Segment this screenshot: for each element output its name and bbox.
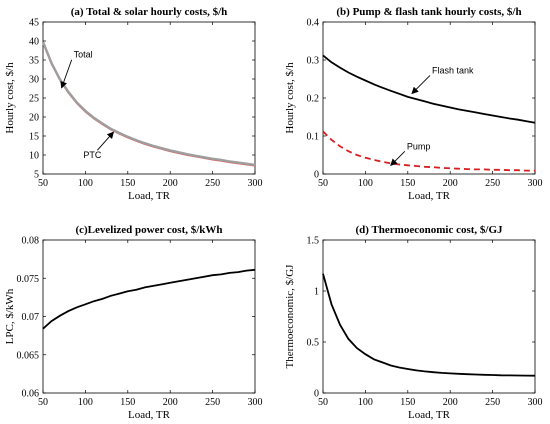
y-tick-label: 0.1 (307, 132, 320, 143)
chart-d: (d) Thermoeconomic cost, $/GJ 50 100 150 200… (284, 224, 543, 421)
y-tick-label: 45 (29, 18, 39, 29)
x-tick-label: 300 (528, 178, 543, 189)
series-line (42, 268, 256, 330)
x-tick-label: 50 (38, 397, 48, 408)
plot-frame (42, 21, 256, 175)
x-tick-label: 250 (485, 178, 500, 189)
x-axis-label: Load, TR (128, 190, 171, 202)
annotation-arrow (60, 59, 73, 89)
y-tick-label: 30 (29, 75, 39, 86)
y-tick-label: 0.06 (22, 389, 40, 400)
y-tick-label: 1.5 (307, 236, 320, 247)
chart-title: (d) Thermoeconomic cost, $/GJ (355, 224, 503, 236)
y-tick-label: 35 (29, 56, 39, 67)
annotation-arrow (97, 131, 115, 151)
x-tick-label: 100 (358, 397, 373, 408)
y-tick-label: 15 (29, 132, 39, 143)
y-axis-label: Hourly cost, $/h (284, 62, 296, 134)
x-tick-label: 200 (443, 397, 458, 408)
y-tick-label: 0.065 (17, 350, 40, 361)
y-tick-label: 40 (29, 37, 39, 48)
x-tick-label: 250 (205, 397, 220, 408)
y-tick-label: 0.075 (17, 274, 40, 285)
y-tick-label: 0.08 (22, 236, 40, 247)
series-line-ptc (42, 42, 256, 167)
x-tick-label: 50 (38, 178, 48, 189)
y-tick-label: 20 (29, 113, 39, 124)
y-tick-label: 10 (29, 151, 39, 162)
x-tick-label: 200 (163, 178, 178, 189)
x-tick-label: 300 (248, 397, 263, 408)
x-tick-label: 300 (528, 397, 543, 408)
y-axis-label: Hourly cost, $/h (4, 62, 16, 134)
x-tick-label: 250 (485, 397, 500, 408)
x-tick-label: 50 (318, 178, 328, 189)
annotation-arrow (390, 150, 406, 166)
chart-a: (a) Total & solar hourly costs, $/h 50 100… (4, 6, 263, 202)
y-axis-label: Thermoeconomic, $/GJ (284, 264, 296, 369)
x-tick-label: 150 (400, 397, 415, 408)
plot-frame (42, 239, 256, 394)
y-axis-label: LPC, $/kWh (4, 288, 16, 344)
annotation-flash-tank: Flash tank (411, 65, 474, 95)
y-tick-label: 0.07 (22, 312, 40, 323)
y-tick-label: 5 (34, 170, 39, 181)
x-tick-label: 200 (443, 178, 458, 189)
y-tick-label: 0.3 (307, 56, 320, 67)
y-tick-label: 25 (29, 94, 39, 105)
chart-b: (b) Pump & flash tank hourly costs, $/h 5… (284, 6, 543, 202)
x-tick-label: 100 (78, 178, 93, 189)
x-tick-label: 150 (120, 178, 135, 189)
chart-title: (b) Pump & flash tank hourly costs, $/h (336, 6, 521, 18)
annotation-total: Total (60, 50, 93, 89)
x-tick-label: 100 (78, 397, 93, 408)
y-tick-label: 0 (314, 389, 319, 400)
x-axis-label: Load, TR (408, 190, 451, 202)
x-tick-label: 300 (248, 178, 263, 189)
y-tick-label: 1 (314, 287, 319, 298)
x-tick-label: 200 (163, 397, 178, 408)
y-tick-label: 0.4 (307, 18, 320, 29)
x-axis-label: Load, TR (128, 409, 171, 421)
series-line (322, 273, 536, 377)
series-line-pump (322, 130, 535, 172)
chart-title: (c)Levelized power cost, $/kWh (75, 224, 222, 236)
x-tick-label: 50 (318, 397, 328, 408)
annotation-arrow (411, 75, 431, 95)
x-tick-label: 100 (358, 178, 373, 189)
y-tick-label: 0.5 (307, 338, 320, 349)
annotation-label: Total (74, 50, 93, 60)
annotation-ptc: PTC (83, 131, 115, 160)
chart-c: (c)Levelized power cost, $/kWh 50 100 150 20… (4, 224, 263, 421)
y-tick-label: 0 (314, 170, 319, 181)
series-line-total (41, 41, 256, 167)
x-axis-label: Load, TR (408, 409, 451, 421)
plot-frame (322, 239, 536, 394)
x-tick-label: 150 (400, 178, 415, 189)
y-tick-label: 0.2 (307, 94, 320, 105)
annotation-label: Pump (407, 141, 431, 151)
annotation-label: Flash tank (432, 65, 474, 75)
annotation-label: PTC (83, 150, 102, 160)
series-line-flash-tank (322, 54, 536, 124)
x-tick-label: 250 (205, 178, 220, 189)
x-tick-label: 150 (120, 397, 135, 408)
chart-title: (a) Total & solar hourly costs, $/h (71, 6, 228, 18)
annotation-pump: Pump (390, 141, 431, 166)
